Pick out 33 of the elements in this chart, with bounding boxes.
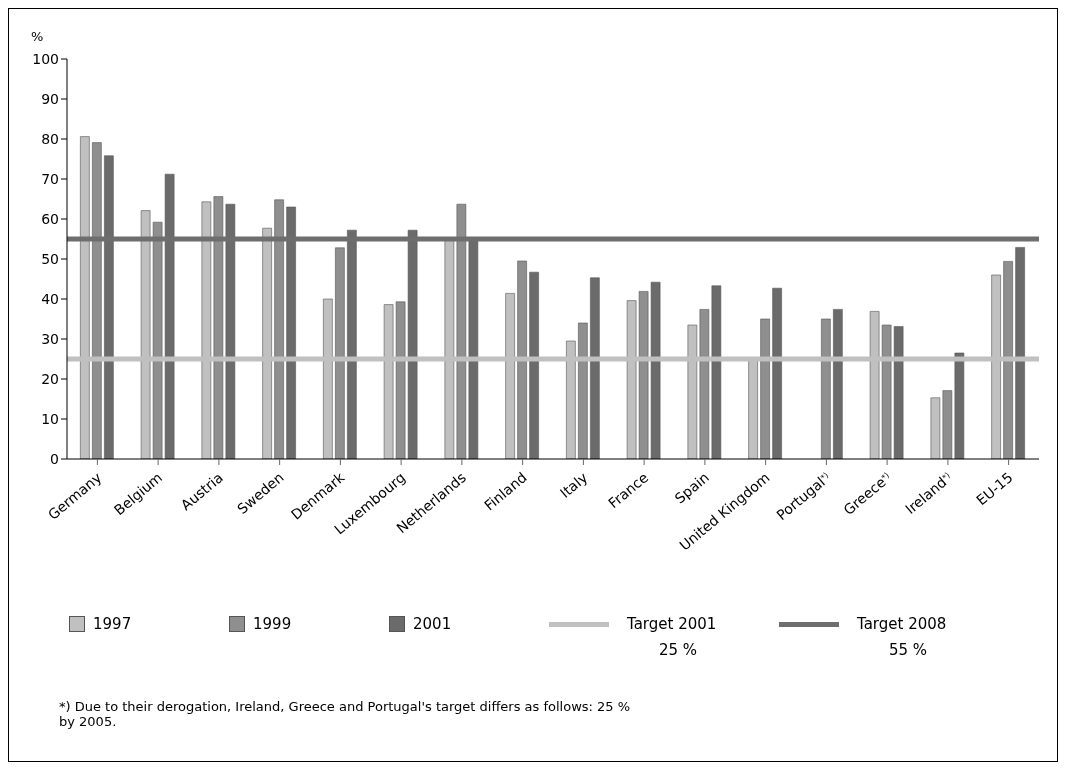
y-tick-label: 30 bbox=[41, 330, 59, 347]
bar bbox=[578, 322, 588, 459]
legend-label: Target 2001 bbox=[626, 615, 718, 633]
text: 25 % bbox=[659, 641, 699, 659]
y-tick-label: 70 bbox=[41, 170, 59, 187]
y-axis-title: % bbox=[31, 29, 44, 44]
bar bbox=[335, 247, 345, 459]
bar bbox=[833, 309, 843, 459]
y-tick-label: 60 bbox=[41, 210, 59, 227]
y-tick-label: 100 bbox=[32, 50, 59, 67]
legend-label: 2001 bbox=[412, 615, 453, 633]
legend-label: 1997 bbox=[92, 615, 133, 633]
bar bbox=[590, 277, 600, 459]
y-tick-label: 50 bbox=[41, 250, 59, 267]
y-tick-label: 80 bbox=[41, 130, 59, 147]
bar bbox=[92, 142, 102, 459]
bar bbox=[1003, 261, 1013, 459]
y-tick-label: 90 bbox=[41, 90, 59, 107]
bar bbox=[821, 318, 831, 459]
y-tick-label: 0 bbox=[50, 450, 59, 467]
text: *) Due to their derogation, Ireland, Greece and Portugal's target differs as follows: 25 % by 2005. bbox=[59, 699, 632, 729]
bar bbox=[529, 271, 539, 459]
y-tick-label: 20 bbox=[41, 370, 59, 387]
y-tick-label: 10 bbox=[41, 410, 59, 427]
bar bbox=[772, 287, 782, 459]
legend-label: 1999 bbox=[252, 615, 293, 633]
y-tick-label: 40 bbox=[41, 290, 59, 307]
bar bbox=[274, 199, 284, 459]
text: 55 % bbox=[889, 641, 929, 659]
legend-label: Target 2008 bbox=[856, 615, 948, 633]
bar bbox=[760, 318, 770, 459]
bar bbox=[1015, 247, 1025, 459]
bar bbox=[517, 260, 527, 459]
